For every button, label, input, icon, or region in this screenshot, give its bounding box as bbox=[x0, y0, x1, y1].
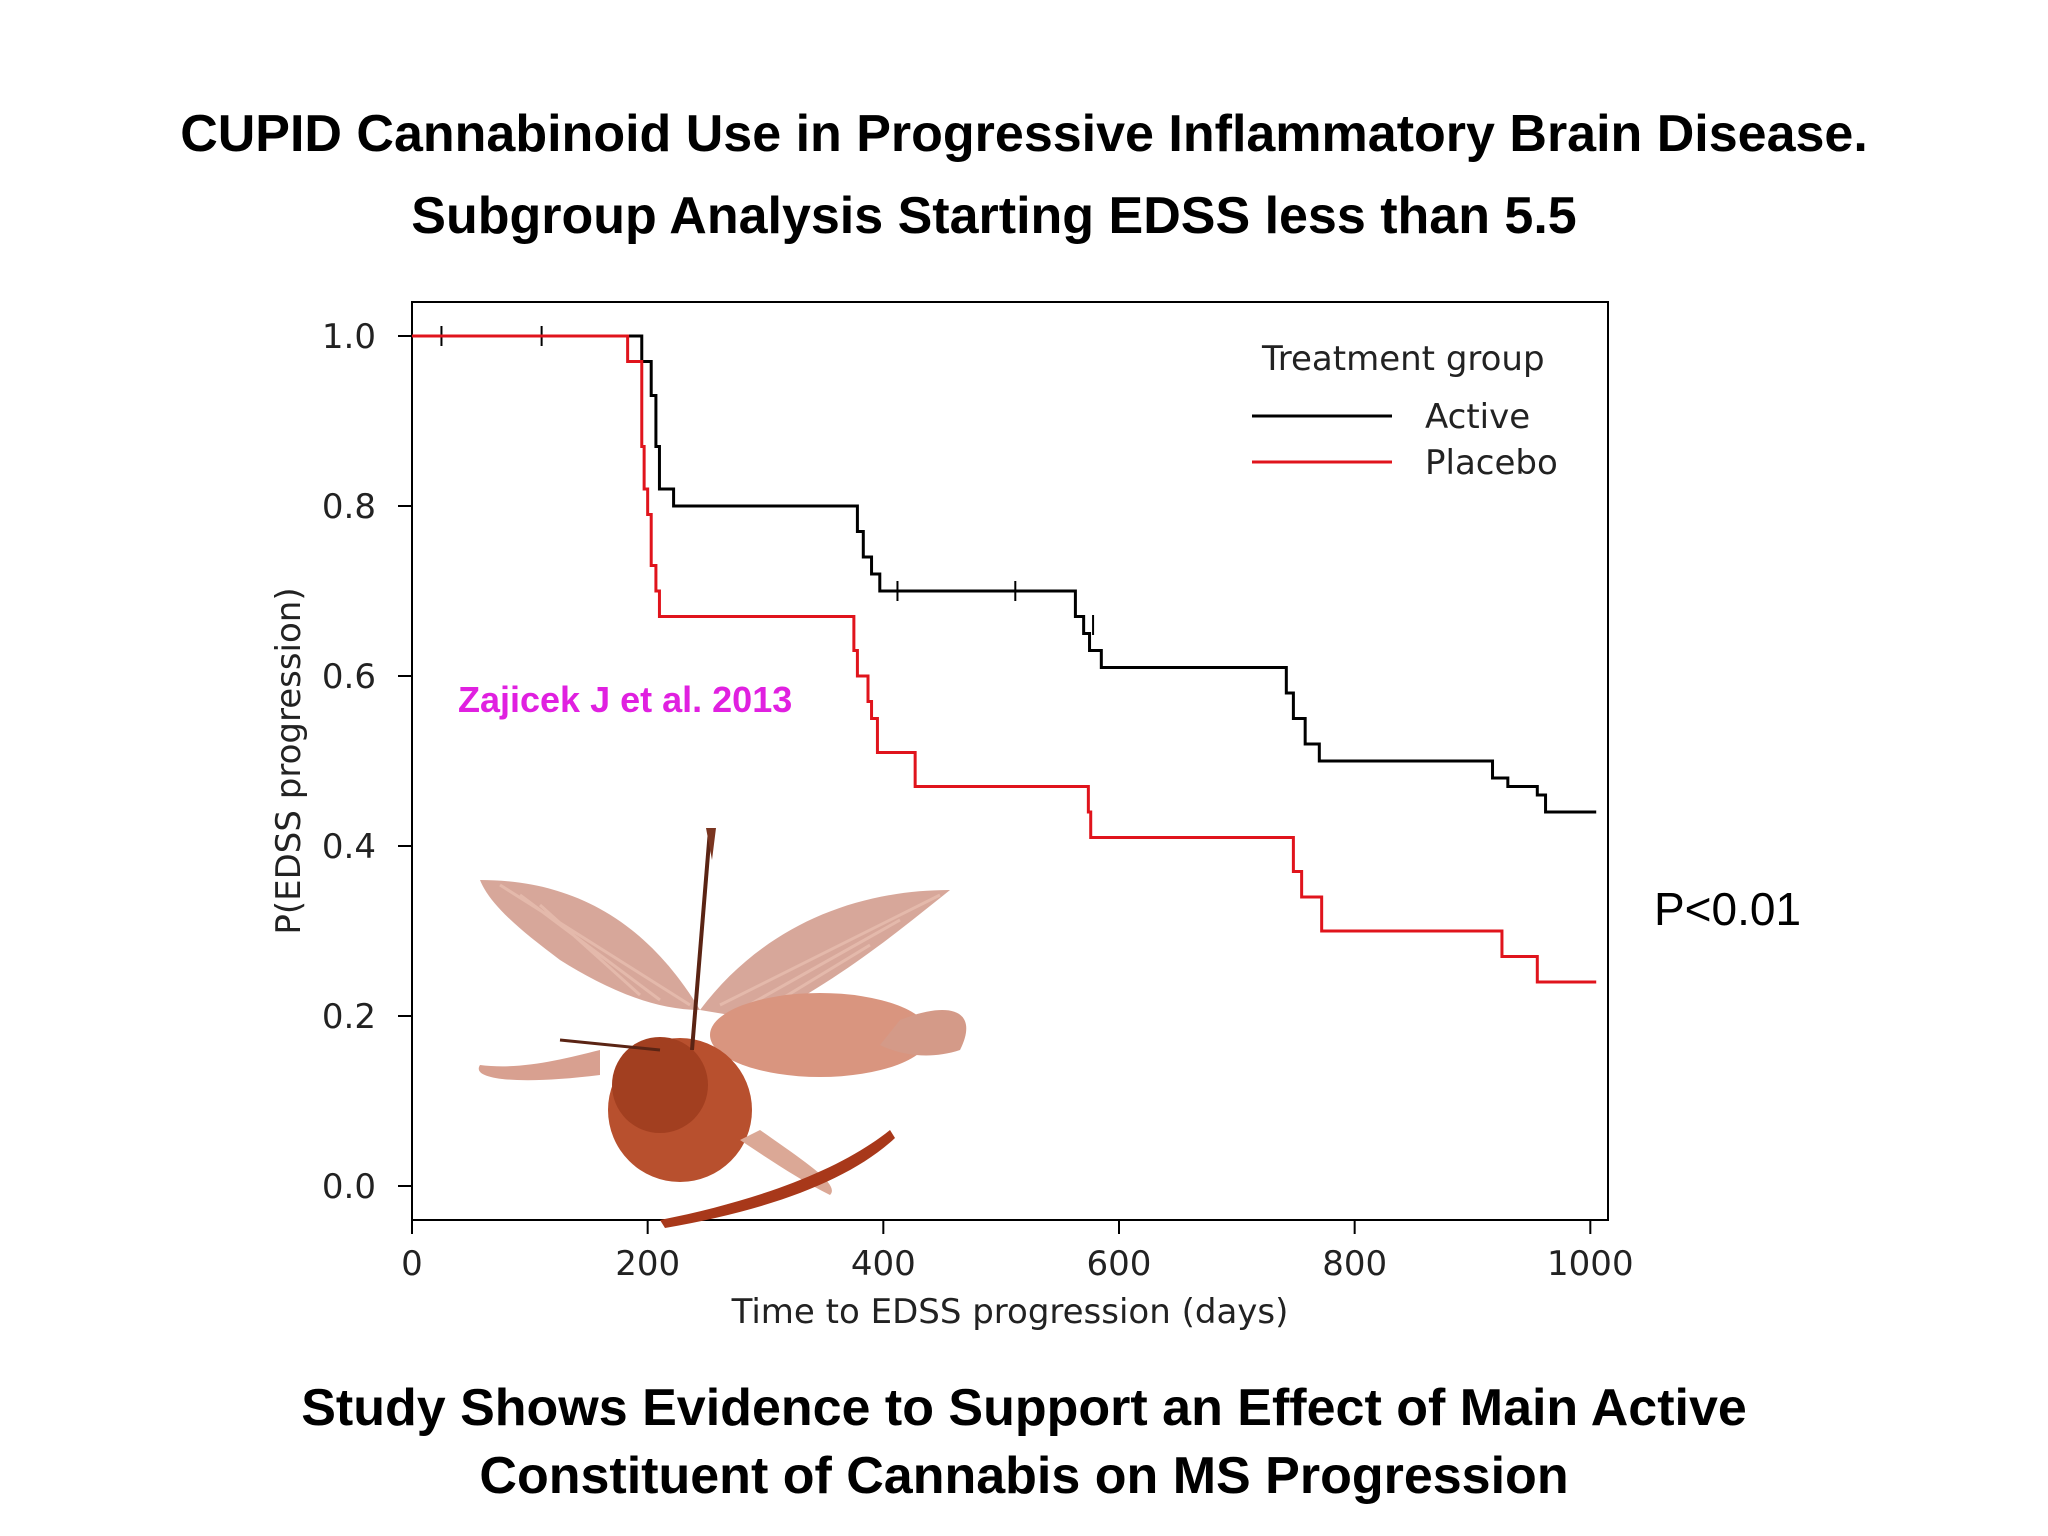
slide-title-line-1: CUPID Cannabinoid Use in Progressive Inf… bbox=[180, 105, 1868, 163]
cupid-legs bbox=[880, 1010, 967, 1056]
y-tick-label: 0.4 bbox=[322, 827, 376, 867]
series-line-placebo bbox=[412, 334, 1597, 984]
x-tick-label: 600 bbox=[1087, 1244, 1152, 1284]
series-line-active bbox=[412, 334, 1597, 814]
slide-caption-line-1: Study Shows Evidence to Support an Effec… bbox=[301, 1379, 1747, 1437]
y-tick-label: 0.8 bbox=[322, 487, 376, 527]
y-axis-title: P(EDSS progression) bbox=[269, 587, 309, 934]
x-tick-label: 0 bbox=[401, 1244, 423, 1284]
cupid-hair bbox=[612, 1037, 708, 1133]
cupid-bow bbox=[660, 1130, 895, 1228]
cupid-left-wing-feathers bbox=[499, 883, 691, 1007]
x-tick-label: 200 bbox=[615, 1244, 680, 1284]
y-tick-label: 0.6 bbox=[322, 657, 376, 697]
cupid-body bbox=[710, 993, 930, 1077]
x-tick-label: 800 bbox=[1322, 1244, 1387, 1284]
legend-label-placebo: Placebo bbox=[1425, 443, 1558, 483]
slide-title-line-2: Subgroup Analysis Starting EDSS less tha… bbox=[411, 187, 1577, 245]
cupid-arm bbox=[478, 1050, 600, 1081]
p-value-label: P<0.01 bbox=[1654, 883, 1802, 935]
citation-text: Zajicek J et al. 2013 bbox=[458, 679, 792, 720]
x-axis-title: Time to EDSS progression (days) bbox=[731, 1292, 1289, 1332]
cupid-arrow-fletching bbox=[706, 828, 716, 860]
x-tick-label: 400 bbox=[851, 1244, 916, 1284]
legend: Treatment group Active Placebo bbox=[1252, 339, 1558, 483]
slide-caption-line-2: Constituent of Cannabis on MS Progressio… bbox=[479, 1447, 1569, 1505]
plot-frame bbox=[411, 301, 1609, 1221]
series-layer bbox=[412, 326, 1597, 984]
cupid-arrow bbox=[690, 829, 712, 1051]
axes: 0 200 400 600 800 1000 0.0 0.2 0.4 0.6 0.8 1.0 Time … bbox=[269, 317, 1634, 1332]
cupid-quiver-arrow bbox=[559, 1038, 661, 1052]
y-tick-label: 0.2 bbox=[322, 997, 376, 1037]
legend-label-active: Active bbox=[1425, 397, 1530, 437]
y-tick-label: 1.0 bbox=[322, 317, 376, 357]
legend-title: Treatment group bbox=[1261, 339, 1545, 379]
y-tick-label: 0.0 bbox=[322, 1167, 376, 1207]
x-tick-label: 1000 bbox=[1547, 1244, 1634, 1284]
fallen-cupid-illustration bbox=[478, 828, 967, 1228]
